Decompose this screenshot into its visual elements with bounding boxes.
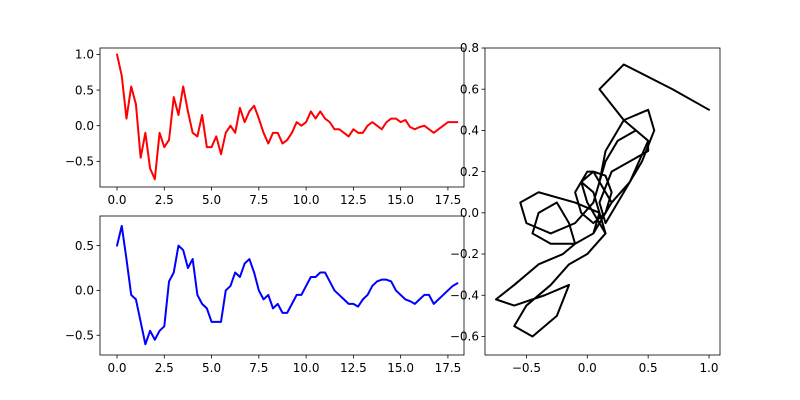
x-tick-label: 0.0 [578, 361, 597, 375]
x-tick-label: 12.5 [340, 193, 367, 207]
y-tick-label: 0.0 [75, 119, 94, 133]
x-tick-label: 10.0 [293, 193, 320, 207]
series-line-2-1 [116, 224, 459, 346]
y-tick-label: 1.0 [75, 48, 94, 62]
x-tick-label: 12.5 [340, 361, 367, 375]
x-tick-label: −0.5 [512, 361, 541, 375]
y-tick-label: −0.5 [65, 155, 94, 169]
y-tick-label: −0.2 [450, 247, 479, 261]
axes-2: 0.0 2.5 5.0 7.5 10.0 12.5 15.0 17.5 −0.5 0.0 0.5 [65, 215, 465, 375]
x-tick-label: 0.5 [639, 361, 658, 375]
x-tick-label: 0.0 [107, 193, 126, 207]
x-tick-label: 10.0 [293, 361, 320, 375]
axes-frame [99, 47, 465, 188]
y-tick-label: 0.8 [460, 41, 479, 55]
axes-1: 0.0 2.5 5.0 7.5 10.0 12.5 15.0 17.5 −0.5 0.0 0.5 1.… [65, 47, 465, 207]
y-tick-label: 0.5 [75, 239, 94, 253]
y-tick-label: 0.5 [75, 83, 94, 97]
x-tick-label: 7.5 [249, 361, 268, 375]
y-tick-label: −0.4 [450, 288, 479, 302]
y-tick-label: 0.0 [460, 206, 479, 220]
x-tick-label: 15.0 [387, 193, 414, 207]
x-tick-label: 17.5 [435, 193, 462, 207]
series-line-3-1 [494, 63, 711, 338]
x-tick-label: 5.0 [202, 193, 221, 207]
y-tick-label: −0.6 [450, 330, 479, 344]
y-tick-label: 0.0 [75, 284, 94, 298]
x-tick-label: 7.5 [249, 193, 268, 207]
y-tick-label: 0.4 [460, 124, 479, 138]
x-tick-label: 17.5 [435, 361, 462, 375]
x-tick-label: 2.5 [155, 193, 174, 207]
x-tick-label: 5.0 [202, 361, 221, 375]
y-tick-label: 0.2 [460, 165, 479, 179]
x-tick-label: 0.0 [107, 361, 126, 375]
x-tick-label: 2.5 [155, 361, 174, 375]
y-tick-label: 0.6 [460, 82, 479, 96]
series-line-1-1 [116, 53, 459, 181]
axes-frame [99, 215, 465, 356]
x-tick-label: 15.0 [387, 361, 414, 375]
y-tick-label: −0.5 [65, 328, 94, 342]
axes-frame [484, 47, 721, 356]
x-tick-label: 1.0 [699, 361, 718, 375]
axes-3: −0.5 0.0 0.5 1.0 −0.6 −0.4 −0.2 0.0 0.2 0.4 0.6 0.8 [450, 41, 721, 375]
